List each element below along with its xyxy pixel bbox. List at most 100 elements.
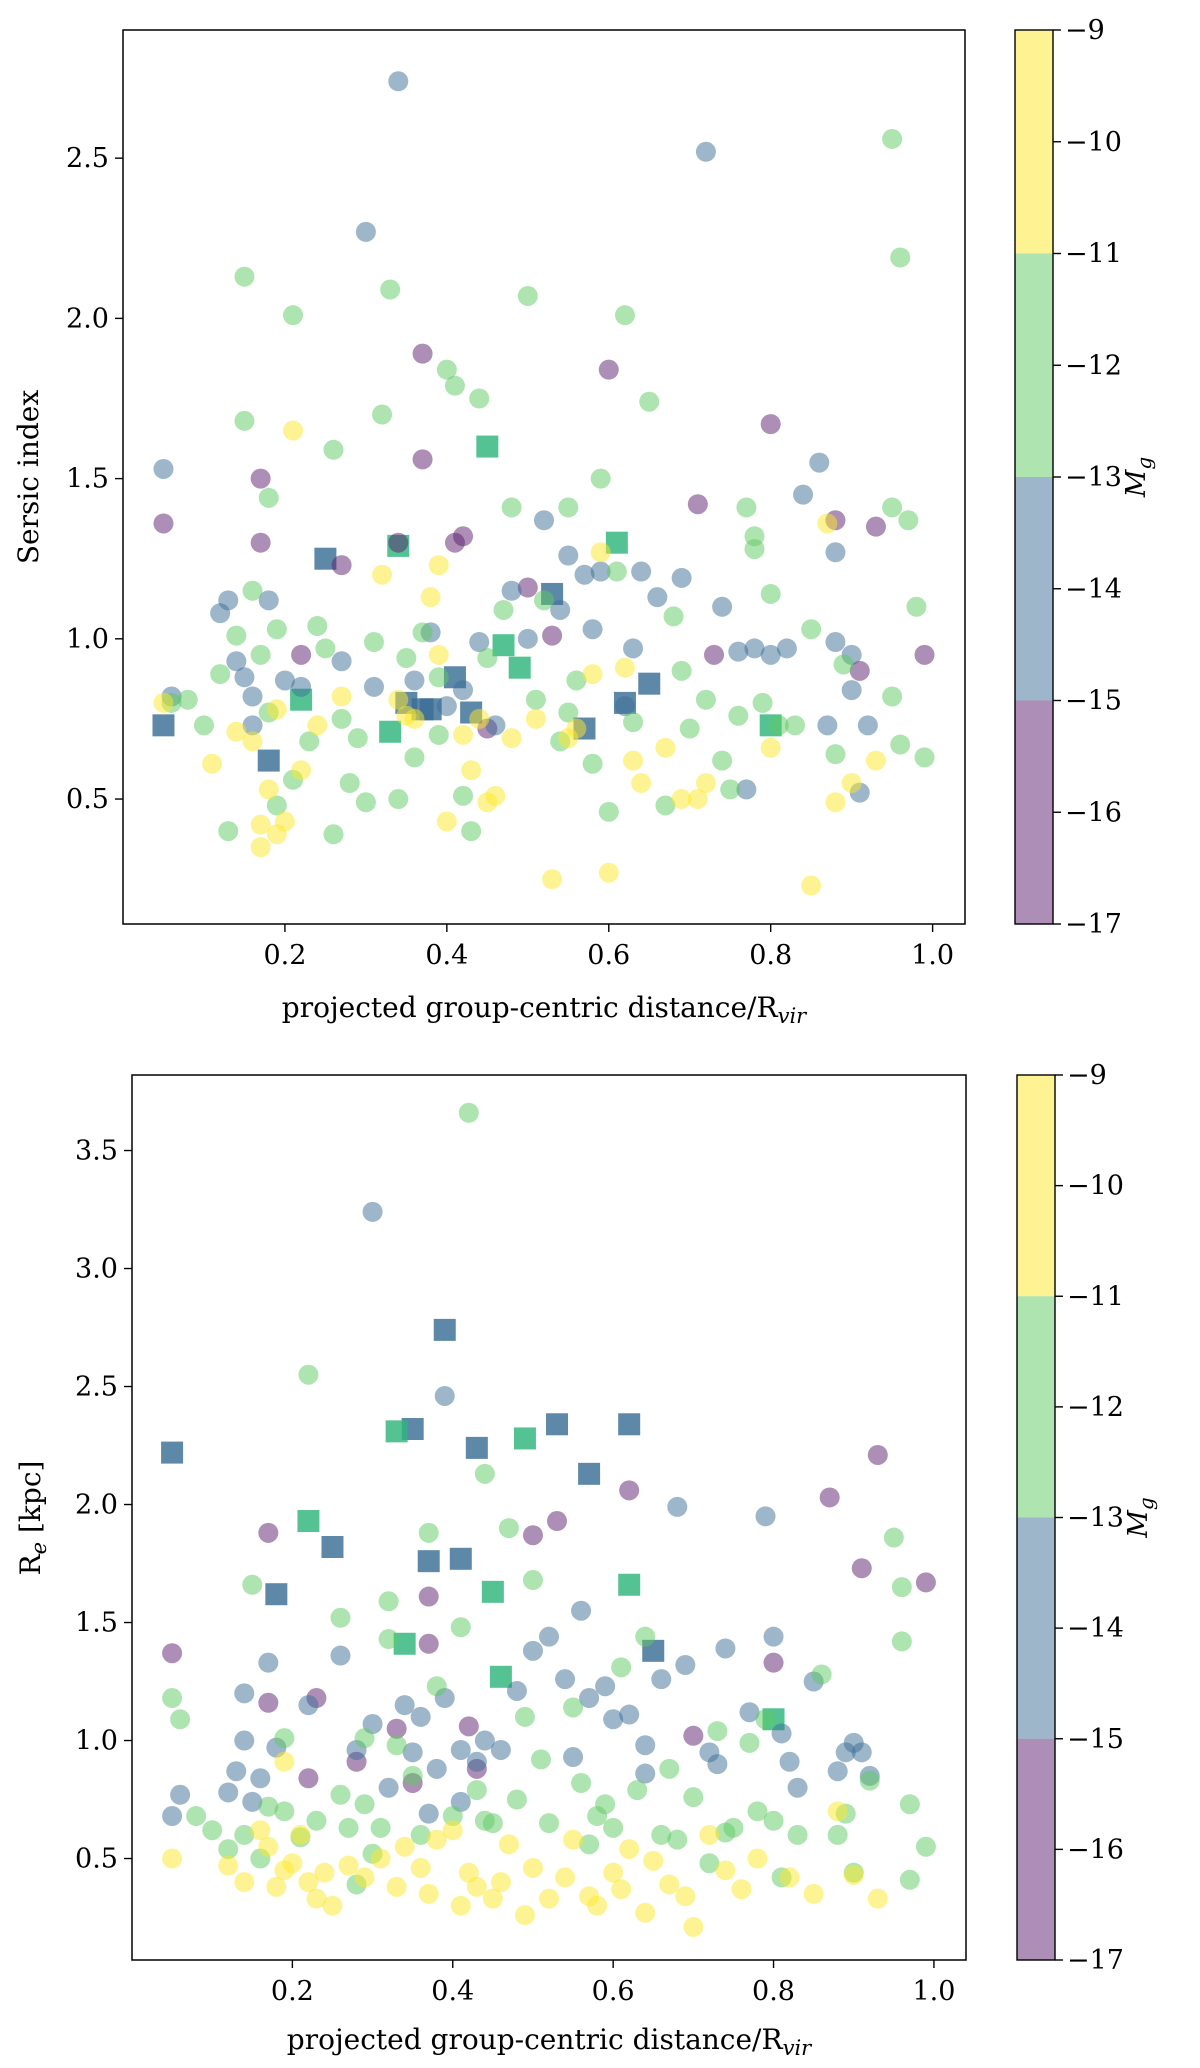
sersic-circle-point [493,599,514,620]
sersic-circle-point [655,737,676,758]
size-y-tick-label: 2.0 [75,1490,118,1521]
sersic-circle-point [679,718,700,739]
size-panel: 0.2 0.4 0.6 0.8 1.0 0.5 1.0 1.5 2.0 2.5 3.0 3.5 pro… [14,1074,967,2060]
sersic-circle-point [825,744,846,765]
size-circle-point [418,1803,439,1824]
size-circle-point [667,1829,688,1850]
size-circle-point [915,1572,936,1593]
size-circle-point [891,1577,912,1598]
sersic-circle-point [266,699,287,720]
size-circle-point [250,1768,271,1789]
sersic-circle-point [202,753,223,774]
sersic-markers [152,71,935,896]
sersic-circle-point [234,410,255,431]
size-circle-point [506,1789,527,1810]
size-circle-point [506,1680,527,1701]
colorbar-band [1017,1075,1055,1297]
sersic-circle-point [695,141,716,162]
sersic-y-tick-label: 1.0 [66,624,109,655]
sersic-circle-point [153,692,174,713]
sersic-circle-point [566,670,587,691]
sersic-circle-point [728,641,749,662]
sersic-circle-point [412,343,433,364]
size-circle-point [827,1761,848,1782]
size-x-tick-label: 1.0 [912,1976,955,2007]
sersic-circle-point [882,686,903,707]
sersic-circle-point [250,644,271,665]
size-circle-point [731,1879,752,1900]
size-x-tick-label: 0.6 [592,1976,635,2007]
sersic-square-point [492,634,515,657]
size-circle-point [162,1643,183,1664]
sersic-circle-point [193,715,214,736]
size-circle-point [707,1721,728,1742]
sersic-circle-point [153,458,174,479]
size-circle-point [258,1692,279,1713]
sersic-circle-point [331,708,352,729]
size-circle-point [803,1883,824,1904]
sersic-axes: 0.2 0.4 0.6 0.8 1.0 0.5 1.0 1.5 2.0 2.5 [66,143,954,971]
sersic-circle-point [436,696,457,717]
sersic-circle-point [517,577,538,598]
size-circle-point [643,1850,664,1871]
colorbar-tick-label: −10 [1067,1171,1124,1202]
sersic-circle-point [363,676,384,697]
size-circle-point [619,1839,640,1860]
size-circle-point [827,1824,848,1845]
sersic-circle-point [355,792,376,813]
sersic-circle-point [744,539,765,560]
size-circle-point [571,1600,592,1621]
size-circle-point [635,1735,656,1756]
colorbar-tick-label: −15 [1067,1724,1124,1755]
size-y-tick-label: 1.0 [75,1726,118,1757]
sersic-circle-point [671,660,692,681]
size-circle-point [330,1607,351,1628]
sersic-circle-point [485,785,506,806]
sersic-square-point [379,720,402,743]
sersic-circle-point [825,542,846,563]
sersic-square-point [638,672,661,695]
sersic-circle-point [436,811,457,832]
size-circle-point [338,1855,359,1876]
sersic-circle-point [347,728,368,749]
size-circle-point [282,1853,303,1874]
sersic-circle-point [291,760,312,781]
size-circle-point [378,1777,399,1798]
colorbar-tick-label: −12 [1067,1392,1124,1423]
sersic-circle-point [242,715,263,736]
sersic-circle-point [250,814,271,835]
sersic-circle-point [614,305,635,326]
sersic-circle-point [218,821,239,842]
sersic-x-tick-label: 0.6 [587,940,630,971]
sersic-circle-point [453,785,474,806]
sersic-circle-point [485,715,506,736]
sersic-circle-point [250,468,271,489]
sersic-circle-point [760,583,781,604]
size-y-axis-label: Re [kpc] [14,1461,51,1576]
size-circle-point [426,1758,447,1779]
colorbar-band [1015,30,1053,254]
size-circle-point [170,1784,191,1805]
sersic-panel: 0.2 0.4 0.6 0.8 1.0 0.5 1.0 1.5 2.0 2.5 projected… [12,29,966,1028]
size-circle-point [627,1780,648,1801]
size-circle-point [386,1718,407,1739]
colorbar-tick-label: −13 [1067,1503,1124,1534]
sersic-circle-point [865,750,886,771]
size-circle-point [555,1867,576,1888]
size-circle-point [555,1669,576,1690]
colorbar-tick-label: −12 [1065,350,1122,381]
size-circle-point [563,1697,584,1718]
size-circle-point [843,1865,864,1886]
sersic-circle-point [639,391,660,412]
sersic-circle-point [760,644,781,665]
size-circle-point [370,1817,391,1838]
size-circle-point [891,1631,912,1652]
size-x-axis-label: projected group-centric distance/Rvir [287,2023,813,2060]
colorbar-tick-label: −9 [1067,1060,1107,1091]
colorbar-band [1015,477,1053,701]
size-circle-point [659,1874,680,1895]
sersic-circle-point [760,414,781,435]
sersic-circle-point [153,513,174,534]
sersic-circle-point [501,580,522,601]
sersic-circle-point [226,625,247,646]
